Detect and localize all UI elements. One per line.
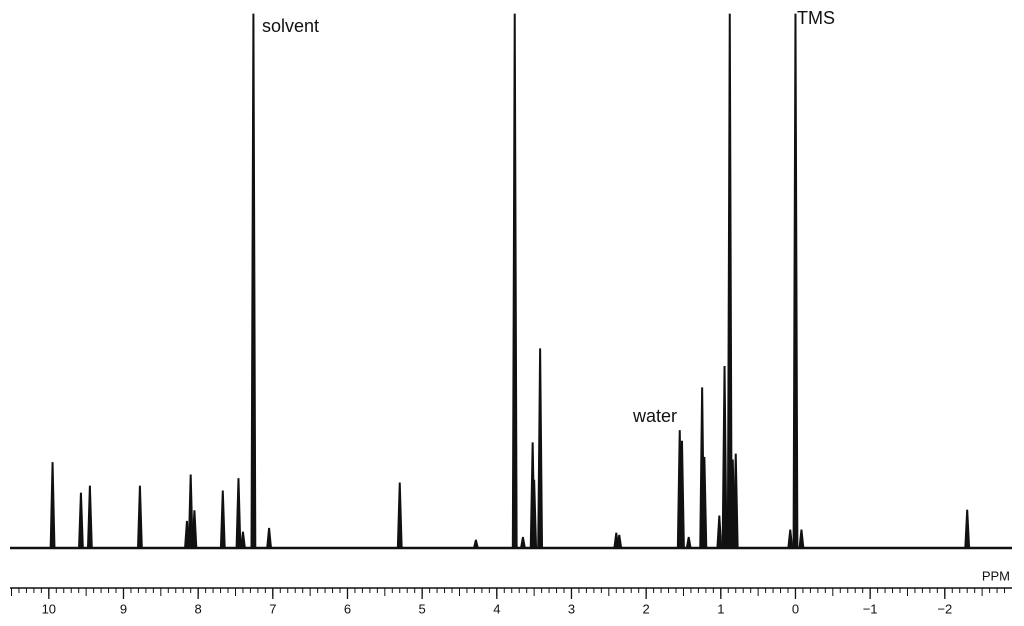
x-tick-label: 2 [643,601,650,616]
peak [519,536,526,549]
x-tick-label: 5 [419,601,426,616]
x-tick-label: 8 [195,601,202,616]
annotation: TMS [797,8,835,28]
peak [721,366,728,549]
peak [266,527,273,549]
x-tick-label: −1 [863,601,878,616]
x-tick-label: 1 [717,601,724,616]
peak [137,485,143,549]
peak [685,536,692,549]
x-tick-label: 3 [568,601,575,616]
peak [798,529,805,549]
x-tick-label: −2 [937,601,952,616]
peak [78,492,84,549]
peak [726,13,733,549]
peak [219,490,226,549]
annotation: solvent [262,16,319,36]
x-tick-label: 10 [42,601,56,616]
peak [732,453,739,549]
peak [511,13,518,549]
peak [616,534,623,549]
peak [396,482,403,549]
peak [679,440,685,549]
peak [86,485,93,549]
peak [716,515,723,549]
annotation: water [632,406,677,426]
x-tick-label: 4 [493,601,500,616]
peak [787,529,794,549]
peak [472,539,479,549]
peak [792,13,799,549]
peak [701,456,708,549]
peak [49,462,56,549]
peak [964,509,971,549]
peak [537,348,544,549]
x-axis-title: PPM [982,568,1010,583]
peak [240,531,246,549]
peak [191,510,198,549]
x-tick-label: 9 [120,601,127,616]
x-tick-label: 0 [792,601,799,616]
peak [531,479,538,549]
x-tick-label: 6 [344,601,351,616]
x-tick-label: 7 [269,601,276,616]
peak [235,478,242,549]
peak [250,13,257,549]
